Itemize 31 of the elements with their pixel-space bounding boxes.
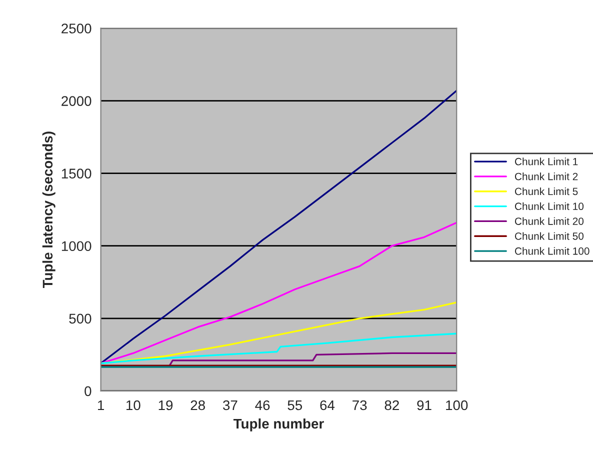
y-axis-title: Tuple latency (seconds)	[42, 132, 56, 288]
legend-label: Chunk Limit 5	[514, 187, 578, 196]
y-tick-label: 2500	[62, 24, 92, 34]
legend-label: Chunk Limit 2	[514, 172, 578, 180]
legend-label: Chunk Limit 10	[514, 202, 584, 210]
legend-label: Chunk Limit 1	[514, 158, 578, 166]
y-tick-label: 0	[84, 386, 92, 396]
line-series	[100, 332, 457, 364]
legend-label: Chunk Limit 20	[514, 217, 584, 225]
line-series	[100, 302, 457, 364]
x-tick-label: 55	[288, 400, 302, 410]
legend-label: Chunk Limit 50	[514, 232, 584, 240]
x-tick-label: 82	[384, 400, 399, 410]
y-tick-label: 1500	[62, 168, 92, 178]
y-tick-label: 500	[69, 314, 92, 324]
x-tick-label: 37	[223, 400, 238, 410]
x-tick-label: 19	[158, 400, 173, 410]
x-tick-label: 46	[255, 400, 270, 410]
x-tick-label: 28	[190, 400, 205, 410]
x-axis-title: Tuple number	[233, 418, 324, 432]
x-tick-label: 10	[126, 400, 140, 410]
line-series	[100, 90, 457, 364]
line-series	[100, 222, 457, 364]
legend-label: Chunk Limit 100	[514, 247, 590, 255]
x-tick-label: 73	[352, 400, 367, 410]
x-tick-label: 100	[446, 400, 468, 410]
y-tick-label: 2000	[62, 96, 92, 106]
y-tick-label: 1000	[62, 241, 92, 252]
x-tick-label: 91	[417, 400, 432, 410]
x-tick-label: 1	[98, 400, 104, 410]
x-tick-label: 64	[320, 400, 335, 410]
